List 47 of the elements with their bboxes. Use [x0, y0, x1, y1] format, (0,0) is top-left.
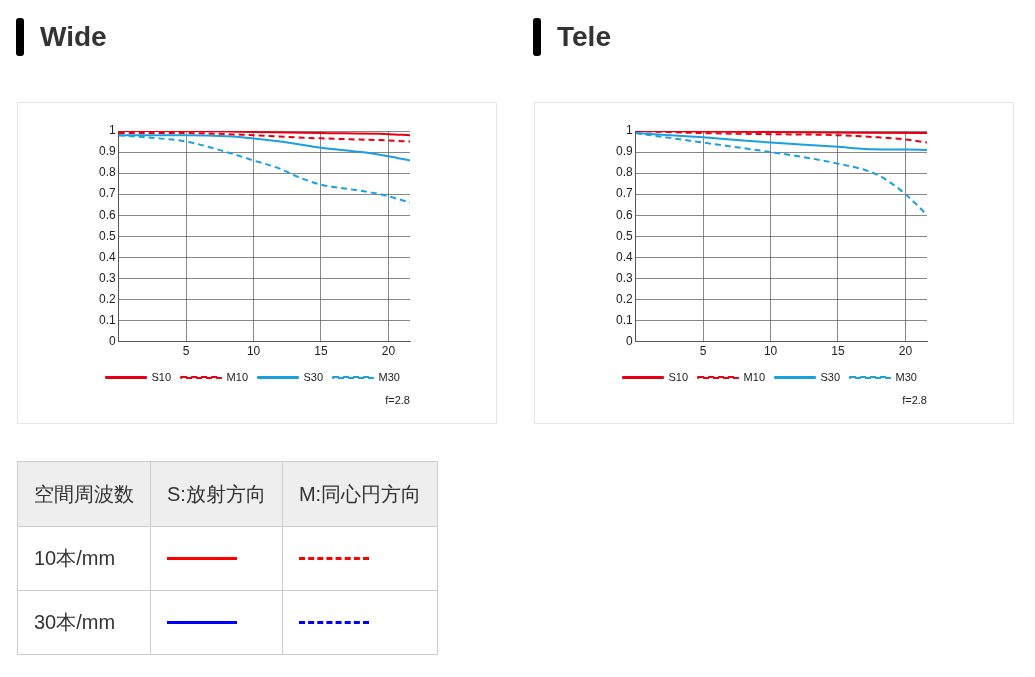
y-tick-label: 0.5	[615, 228, 633, 243]
x-tick-label: 20	[898, 344, 913, 359]
y-tick-label: 0.5	[98, 228, 116, 243]
y-tick-label: 0.9	[615, 144, 633, 159]
x-tick-label: 10	[246, 344, 261, 359]
y-tick-label: 0.1	[615, 312, 633, 327]
text: 空間周波数	[17, 461, 151, 527]
legend-label: S30	[303, 370, 324, 383]
y-tick-label: 0.4	[615, 249, 633, 264]
x-tick-label: 5	[699, 344, 707, 359]
text: M:同心円方向	[282, 461, 438, 527]
legend-label: M30	[378, 370, 400, 383]
x-tick-label: 15	[831, 344, 845, 359]
y-tick-label: 0.8	[615, 165, 633, 180]
y-tick-label: 0.2	[98, 291, 116, 306]
legend-label: S10	[151, 370, 172, 383]
y-tick-label: 0.6	[98, 207, 116, 222]
x-tick-label: 15	[314, 344, 328, 359]
y-tick-label: 0.7	[615, 186, 633, 201]
y-tick-label: 0.7	[98, 186, 116, 201]
chart-title: Tele	[557, 21, 611, 53]
y-tick-label: 0	[625, 333, 633, 348]
text: f=2.8	[385, 394, 410, 407]
y-tick-label: 0	[108, 333, 116, 348]
y-tick-label: 0.9	[98, 144, 116, 159]
legend-label: S10	[668, 370, 689, 383]
y-tick-label: 0.1	[98, 312, 116, 327]
y-tick-label: 0.8	[98, 165, 116, 180]
y-tick-label: 1	[108, 123, 116, 138]
x-tick-label: 10	[763, 344, 778, 359]
legend-label: M10	[743, 370, 766, 383]
legend-label: M10	[226, 370, 249, 383]
text: 30本/mm	[17, 590, 151, 655]
text: S:放射方向	[150, 461, 283, 527]
y-tick-label: 0.2	[615, 291, 633, 306]
text: f=2.8	[902, 394, 927, 407]
y-tick-label: 0.6	[615, 207, 633, 222]
legend-label: S30	[820, 370, 841, 383]
x-tick-label: 5	[182, 344, 190, 359]
chart-title: Wide	[40, 21, 107, 53]
y-tick-label: 0.3	[98, 270, 116, 285]
y-tick-label: 0.4	[98, 249, 116, 264]
y-tick-label: 0.3	[615, 270, 633, 285]
x-tick-label: 20	[381, 344, 396, 359]
text: 10本/mm	[17, 526, 151, 591]
legend-label: M30	[895, 370, 917, 383]
y-tick-label: 1	[625, 123, 633, 138]
